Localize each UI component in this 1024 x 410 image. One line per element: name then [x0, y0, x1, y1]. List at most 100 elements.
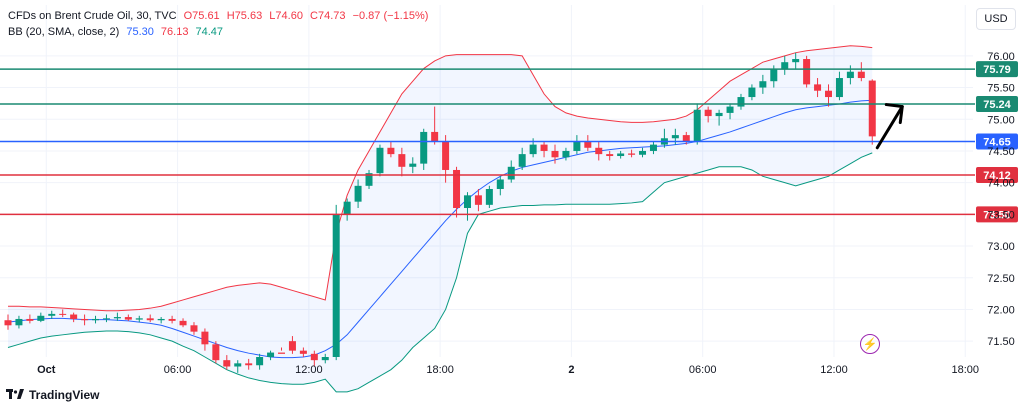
candle-down[interactable]: [474, 195, 482, 205]
candle-down[interactable]: [4, 320, 12, 326]
candle-down[interactable]: [628, 153, 636, 155]
candle-down[interactable]: [124, 317, 132, 320]
candle-down[interactable]: [59, 313, 67, 315]
candle-up[interactable]: [113, 317, 121, 319]
candle-up[interactable]: [529, 144, 537, 155]
candle-up[interactable]: [639, 150, 647, 155]
candle-down[interactable]: [825, 90, 832, 98]
y-tick-label: 74.50: [987, 146, 1015, 158]
candle-down[interactable]: [387, 147, 395, 155]
candle-up[interactable]: [343, 201, 351, 215]
candle-down[interactable]: [288, 341, 296, 351]
candle-down[interactable]: [26, 318, 34, 321]
candle-up[interactable]: [496, 179, 504, 189]
candle-up[interactable]: [485, 188, 493, 205]
candle-down[interactable]: [704, 109, 712, 117]
candle-down[interactable]: [398, 154, 406, 167]
candle-down[interactable]: [81, 318, 89, 321]
candle-up[interactable]: [135, 318, 143, 320]
candle-up[interactable]: [321, 357, 329, 361]
candle-up[interactable]: [671, 135, 679, 139]
candle-down[interactable]: [431, 131, 439, 142]
candle-down[interactable]: [584, 141, 592, 148]
candle-down[interactable]: [868, 80, 876, 137]
candle-down[interactable]: [442, 141, 450, 170]
candle-down[interactable]: [682, 135, 690, 142]
candle-down[interactable]: [223, 360, 231, 367]
arrow-shaft[interactable]: [875, 105, 904, 150]
lightning-icon[interactable]: ⚡: [860, 334, 880, 354]
candle-up[interactable]: [234, 363, 242, 367]
candle-down[interactable]: [453, 169, 461, 209]
candle-up[interactable]: [507, 166, 515, 180]
candle-down[interactable]: [540, 144, 548, 151]
candle-up[interactable]: [726, 106, 734, 113]
symbol-title[interactable]: CFDs on Brent Crude Oil, 30, TVC: [8, 10, 177, 22]
candle-down[interactable]: [278, 352, 285, 354]
candle-up[interactable]: [157, 318, 165, 321]
level-price-label: 75.24: [983, 99, 1011, 111]
candle-up[interactable]: [256, 357, 264, 366]
ohlc-legend: CFDs on Brent Crude Oil, 30, TVC O75.61 …: [8, 10, 432, 22]
candle-up[interactable]: [15, 318, 23, 326]
candle-up[interactable]: [409, 163, 417, 167]
candle-down[interactable]: [190, 325, 198, 332]
candle-up[interactable]: [37, 315, 45, 321]
candle-up[interactable]: [332, 214, 340, 357]
candle-up[interactable]: [781, 62, 789, 69]
currency-button[interactable]: USD: [976, 8, 1016, 30]
candle-down[interactable]: [857, 71, 865, 79]
candle-down[interactable]: [310, 353, 318, 361]
candle-down[interactable]: [551, 150, 559, 158]
candle-up[interactable]: [715, 112, 723, 117]
candle-up[interactable]: [573, 141, 581, 151]
tradingview-logo[interactable]: TradingView: [6, 388, 99, 402]
candle-down[interactable]: [814, 84, 822, 91]
bb-lower-line: [7, 152, 873, 393]
candle-down[interactable]: [146, 318, 154, 321]
candle-down[interactable]: [70, 314, 78, 319]
y-tick-label: 72.00: [987, 304, 1015, 316]
arrow-head[interactable]: [884, 103, 904, 125]
candle-up[interactable]: [365, 173, 373, 186]
candle-up[interactable]: [420, 131, 428, 164]
candle-up[interactable]: [267, 352, 275, 357]
candle-up[interactable]: [748, 87, 756, 98]
candle-up[interactable]: [846, 71, 854, 79]
low-value: L74.60: [269, 10, 303, 22]
candle-up[interactable]: [759, 81, 767, 88]
candle-down[interactable]: [179, 320, 187, 326]
bb-title[interactable]: BB (20, SMA, close, 2): [8, 26, 120, 38]
candle-down[interactable]: [245, 363, 253, 366]
candle-up[interactable]: [463, 195, 471, 209]
x-tick-label: 12:00: [820, 364, 848, 376]
level-price-tag: [976, 96, 1018, 113]
candle-down[interactable]: [803, 59, 811, 85]
candle-down[interactable]: [595, 147, 603, 155]
candle-down[interactable]: [201, 331, 209, 345]
candle-up[interactable]: [649, 144, 657, 151]
x-tick-label: 18:00: [951, 364, 979, 376]
candle-up[interactable]: [562, 150, 570, 158]
candle-up[interactable]: [518, 154, 526, 167]
candle-up[interactable]: [693, 109, 701, 142]
candle-up[interactable]: [102, 318, 110, 320]
candle-up[interactable]: [737, 97, 745, 107]
candle-down[interactable]: [299, 350, 307, 354]
candle-up[interactable]: [792, 59, 800, 63]
candle-up[interactable]: [354, 185, 362, 202]
x-tick-label: 06:00: [164, 364, 192, 376]
candle-up[interactable]: [617, 153, 625, 157]
candle-up[interactable]: [92, 318, 100, 321]
candle-up[interactable]: [835, 78, 843, 98]
candle-up[interactable]: [770, 68, 778, 82]
candle-up[interactable]: [376, 147, 384, 174]
bb-band-fill: [8, 45, 873, 392]
candle-down[interactable]: [212, 344, 220, 361]
candle-down[interactable]: [606, 154, 614, 157]
y-tick-label: 72.50: [987, 273, 1015, 285]
candle-down[interactable]: [168, 318, 176, 321]
candle-up[interactable]: [48, 313, 56, 316]
y-tick-label: 71.50: [987, 336, 1015, 348]
